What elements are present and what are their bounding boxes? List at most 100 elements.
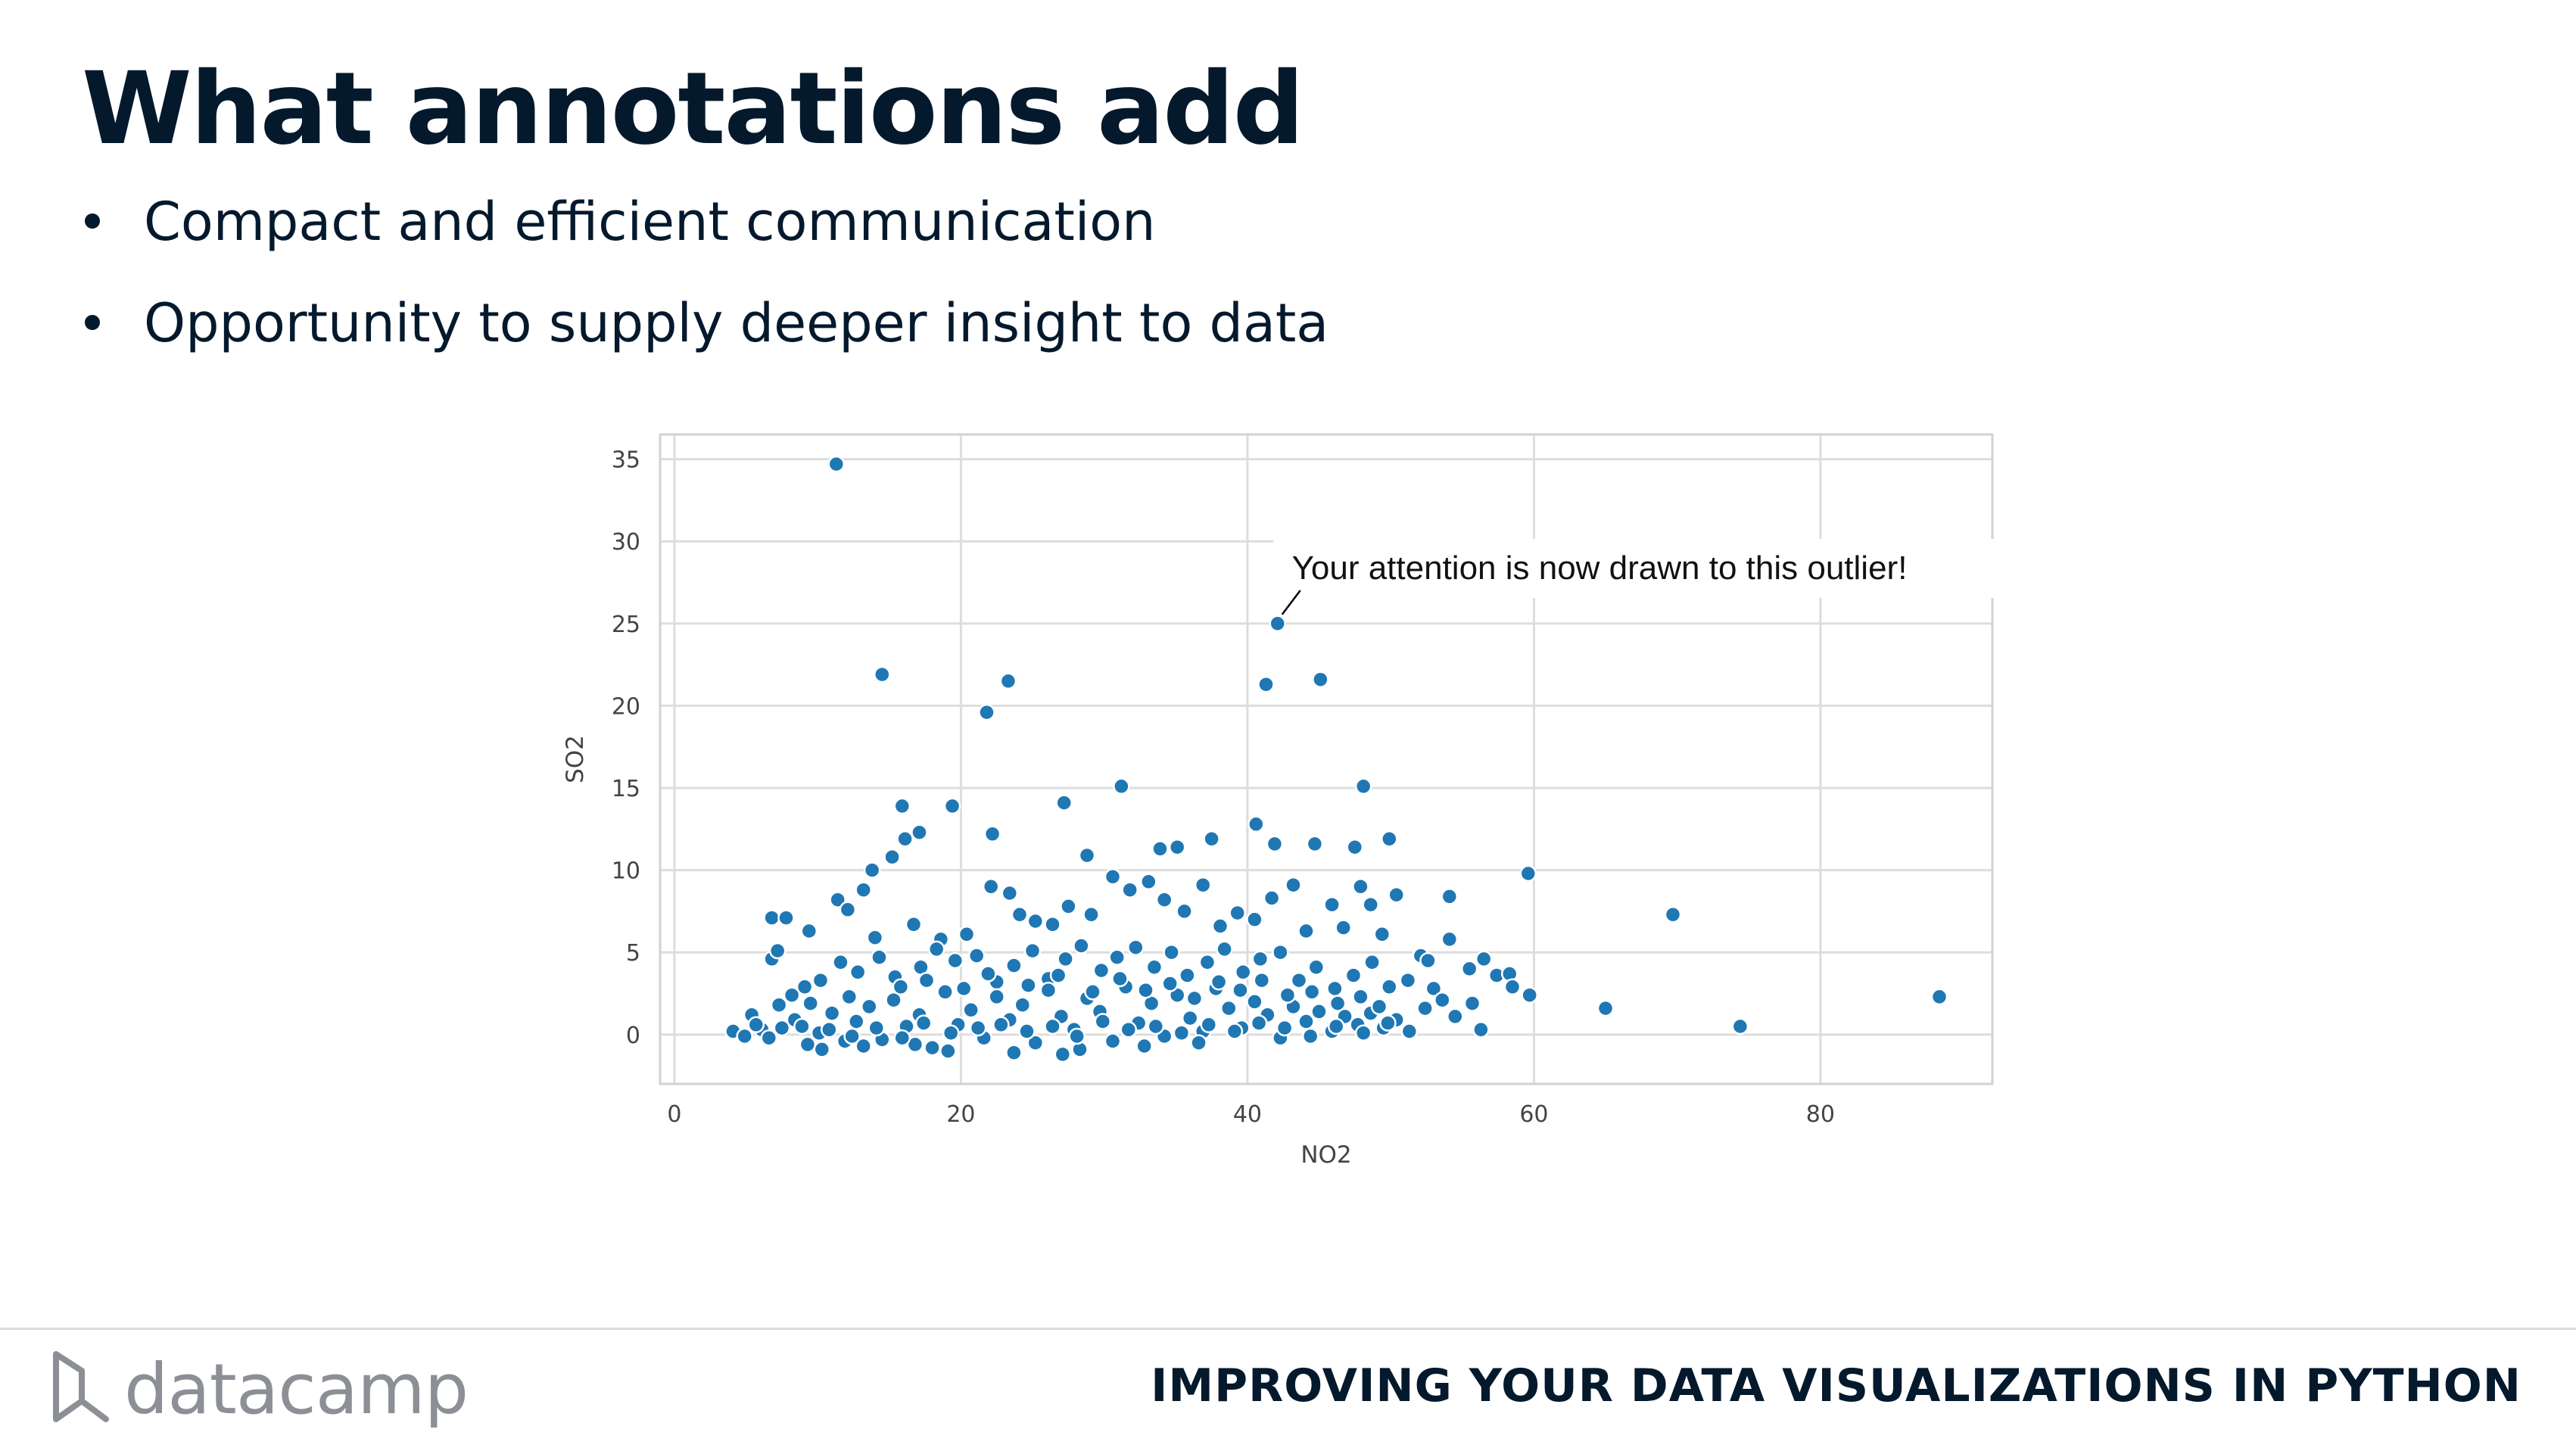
data-point (1120, 1021, 1138, 1038)
data-point (1269, 615, 1286, 633)
data-point (1082, 906, 1100, 923)
data-point (1312, 671, 1329, 688)
data-point (1664, 906, 1682, 923)
data-point (848, 1013, 865, 1030)
data-point (1210, 973, 1228, 991)
data-point (1181, 1009, 1199, 1027)
data-point (1379, 1014, 1397, 1032)
annotation-background (1273, 538, 2001, 598)
data-point (768, 942, 787, 960)
data-point (1370, 998, 1388, 1016)
data-point (1521, 986, 1538, 1004)
data-point (1475, 950, 1493, 968)
data-point (893, 1029, 911, 1047)
data-point (962, 1001, 980, 1019)
data-point (811, 971, 830, 989)
data-point (1232, 981, 1249, 999)
data-point (943, 797, 961, 815)
data-point (1140, 873, 1157, 891)
data-point (1057, 950, 1074, 968)
data-point (911, 824, 928, 841)
data-point (1248, 815, 1265, 833)
data-point (1519, 864, 1537, 883)
data-point (1297, 922, 1315, 940)
data-point (1039, 981, 1057, 999)
data-point (1113, 777, 1130, 796)
y-tick-label: 5 (626, 940, 640, 967)
data-point (1161, 975, 1179, 992)
data-point (1073, 937, 1090, 954)
data-point (763, 909, 780, 926)
data-point (914, 1014, 933, 1032)
data-point (1328, 995, 1347, 1012)
data-point (1155, 891, 1173, 908)
data-point (1285, 876, 1302, 894)
bullet-list: Compact and efficient communication Oppo… (82, 195, 1328, 398)
data-point (955, 979, 973, 998)
data-point (969, 1019, 987, 1037)
data-points (724, 455, 1948, 1063)
data-point (917, 971, 936, 989)
data-point (983, 825, 1001, 843)
data-point (1253, 971, 1271, 989)
data-point (1381, 830, 1398, 848)
data-point (1731, 1017, 1749, 1035)
data-point (883, 848, 901, 866)
x-tick-label: 40 (1233, 1101, 1262, 1128)
data-point (1234, 964, 1252, 981)
data-point (1108, 948, 1126, 966)
bullet-text: Opportunity to supply deeper insight to … (144, 292, 1329, 354)
data-point (1460, 960, 1478, 978)
data-point (1344, 967, 1363, 984)
data-point (1111, 970, 1129, 988)
data-point (1263, 889, 1281, 907)
data-point (783, 986, 801, 1004)
data-point (1352, 878, 1369, 895)
data-point (1251, 950, 1269, 968)
data-point (1135, 1037, 1153, 1055)
footer-divider (0, 1328, 2576, 1330)
data-point (799, 1035, 817, 1054)
data-point (839, 901, 857, 919)
data-point (1163, 943, 1180, 961)
data-point (1145, 958, 1163, 976)
data-point (829, 891, 846, 908)
data-point (855, 881, 872, 898)
data-point (1441, 888, 1459, 905)
data-point (1301, 1027, 1319, 1045)
data-point (1054, 1045, 1072, 1063)
bullet-dot-icon (85, 315, 100, 330)
data-point (823, 1004, 841, 1022)
bullet-item: Opportunity to supply deeper insight to … (82, 297, 1328, 350)
data-point (1092, 961, 1110, 979)
data-point (1373, 926, 1391, 943)
data-point (1216, 940, 1233, 958)
data-point (1026, 1034, 1045, 1051)
data-point (1084, 983, 1101, 1001)
data-point (813, 1041, 831, 1058)
data-point (1399, 971, 1417, 989)
data-point (773, 1019, 791, 1037)
annotation-text: Your attention is now drawn to this outl… (1292, 550, 1908, 587)
data-point (793, 1017, 811, 1035)
data-point (999, 672, 1017, 690)
data-point (905, 916, 923, 933)
bullet-dot-icon (85, 213, 100, 229)
data-point (1272, 943, 1289, 961)
data-point (770, 996, 788, 1014)
data-point (1306, 835, 1324, 853)
data-point (1354, 1024, 1372, 1042)
logo-wordmark: datacamp (124, 1348, 469, 1430)
data-point (1226, 1023, 1244, 1040)
y-tick-label: 20 (612, 693, 640, 720)
data-point (893, 797, 911, 815)
data-point (1362, 895, 1379, 914)
datacamp-logo-icon (53, 1351, 109, 1422)
data-point (1290, 971, 1308, 989)
data-point (736, 1027, 753, 1045)
data-point (1326, 979, 1344, 998)
data-point (796, 978, 814, 996)
data-point (942, 1024, 960, 1042)
data-point (863, 861, 881, 879)
